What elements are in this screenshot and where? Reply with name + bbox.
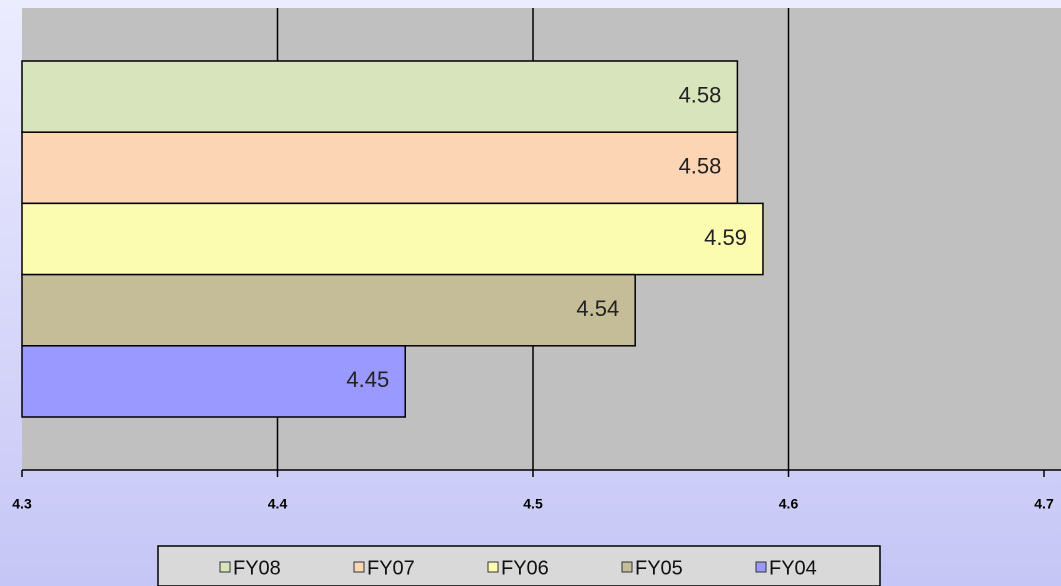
value-label: 4.45 xyxy=(346,367,389,392)
legend-label: FY05 xyxy=(635,557,683,579)
legend-swatch xyxy=(755,561,767,573)
bar xyxy=(21,345,406,418)
legend-label: FY08 xyxy=(233,557,281,579)
value-label: 4.59 xyxy=(704,225,747,250)
x-tick-label: 4.6 xyxy=(779,496,799,512)
legend-label: FY07 xyxy=(367,557,415,579)
legend-label: FY04 xyxy=(769,557,817,579)
value-label: 4.58 xyxy=(679,154,722,179)
value-label: 4.58 xyxy=(679,82,722,107)
x-tick-label: 4.3 xyxy=(12,496,32,512)
legend-swatch xyxy=(621,561,633,573)
bar xyxy=(21,202,764,276)
legend-label: FY06 xyxy=(501,557,549,579)
legend-swatch xyxy=(487,561,499,573)
bar xyxy=(21,60,739,133)
bar xyxy=(21,131,739,205)
x-tick-label: 4.7 xyxy=(1034,496,1054,512)
legend-swatch xyxy=(353,561,365,573)
x-tick-label: 4.5 xyxy=(523,496,543,512)
value-label: 4.54 xyxy=(576,296,619,321)
bar xyxy=(21,273,636,347)
legend-swatch xyxy=(219,561,231,573)
x-tick-label: 4.4 xyxy=(268,496,288,512)
